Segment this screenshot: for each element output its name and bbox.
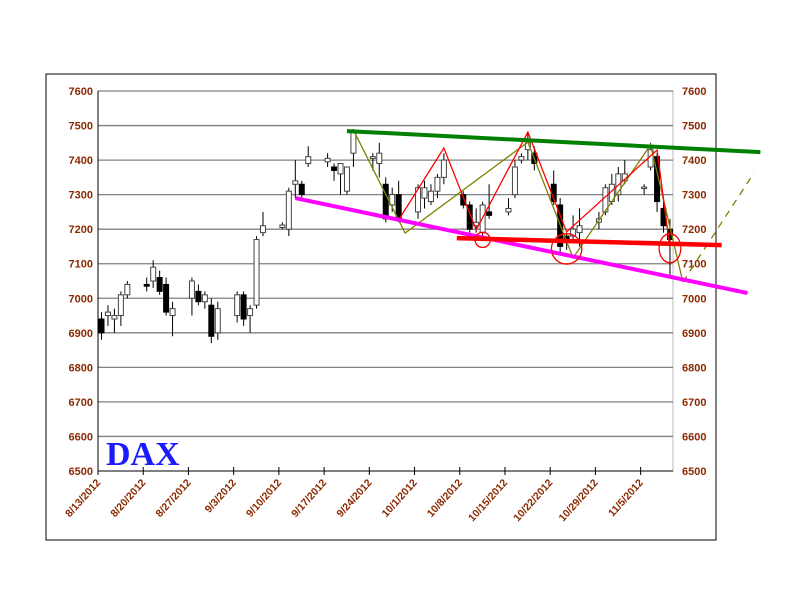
candle-up — [234, 294, 241, 317]
candle-up — [369, 156, 376, 159]
y-tick-label-right: 7200 — [682, 224, 706, 236]
candle-up — [350, 131, 357, 154]
y-tick-label-left: 7300 — [69, 190, 93, 202]
candle-down — [156, 277, 163, 292]
candle-up — [117, 294, 124, 317]
candle-down — [195, 290, 202, 303]
candle-up — [292, 180, 299, 185]
candle-down — [143, 283, 150, 287]
candle-up — [427, 190, 434, 203]
candle-up — [279, 224, 286, 228]
highlight-circle — [658, 233, 682, 264]
candle-up — [434, 176, 441, 192]
y-tick-label-right: 7000 — [682, 293, 706, 305]
olive-dashed-projection — [682, 172, 755, 283]
candle-down — [98, 318, 105, 334]
y-tick-label-left: 6900 — [69, 328, 93, 340]
chart-title: DAX — [106, 436, 180, 473]
y-tick-label-left: 6700 — [69, 397, 93, 409]
y-tick-label-left: 7400 — [69, 155, 93, 167]
candle-down — [163, 283, 170, 313]
highlight-circle — [550, 233, 583, 265]
candle-up — [305, 156, 312, 165]
candle-up — [150, 266, 157, 282]
highlight-circle — [474, 231, 491, 249]
y-tick-label-right: 7400 — [682, 155, 706, 167]
y-tick-label-left: 7100 — [69, 259, 93, 271]
candle-up — [389, 194, 396, 206]
candle-down — [208, 304, 215, 337]
candle-up — [324, 157, 331, 163]
candle-up — [104, 311, 111, 317]
candle-up — [124, 283, 131, 296]
candle-up — [247, 308, 254, 317]
candle-up — [641, 186, 648, 190]
candle-up — [518, 156, 525, 161]
red-zigzag-line — [398, 130, 671, 249]
candle-up — [421, 187, 428, 199]
y-tick-label-left: 7600 — [69, 86, 93, 98]
y-tick-label-left: 7200 — [69, 224, 93, 236]
annotations — [294, 129, 761, 296]
resistance-trendline — [346, 129, 761, 155]
candle-up — [285, 190, 292, 230]
support-trendline — [294, 196, 748, 296]
candle-up — [253, 239, 260, 306]
candle-up — [201, 294, 208, 303]
candle-down — [240, 294, 247, 320]
y-tick-label-right: 7500 — [682, 121, 706, 133]
y-tick-label-right: 7300 — [682, 190, 706, 202]
y-tick-label-left: 7000 — [69, 293, 93, 305]
candle-up — [440, 159, 447, 178]
y-tick-label-right: 6800 — [682, 362, 706, 374]
candle-down — [298, 183, 305, 196]
candle-up — [214, 308, 221, 334]
neckline — [456, 235, 722, 248]
y-tick-label-left: 6800 — [69, 362, 93, 374]
candle-down — [460, 194, 467, 206]
y-tick-label-left: 6500 — [69, 466, 93, 478]
candle-up — [111, 315, 118, 320]
y-tick-label-right: 6700 — [682, 397, 706, 409]
y-tick-label-right: 6900 — [682, 328, 706, 340]
chart-frame — [45, 73, 717, 541]
y-tick-label-right: 7100 — [682, 259, 706, 271]
candle-up — [169, 308, 176, 317]
candle-up — [576, 225, 583, 234]
candle-up — [570, 228, 577, 237]
candle-up — [188, 280, 195, 299]
y-tick-label-right: 6500 — [682, 466, 706, 478]
candle-up — [376, 152, 383, 165]
candle-down — [466, 204, 473, 230]
olive-zigzag-line — [352, 129, 684, 283]
candle-down — [331, 166, 338, 171]
candle-up — [415, 187, 422, 213]
candle-up — [260, 225, 266, 234]
y-tick-label-right: 6600 — [682, 431, 706, 443]
y-tick-label-left: 6600 — [69, 431, 93, 443]
candle-up — [615, 173, 622, 196]
y-tick-label-left: 7500 — [69, 121, 93, 133]
candle-up — [511, 166, 518, 196]
candle-down — [486, 211, 493, 216]
candle-down — [654, 156, 661, 203]
candle-up — [337, 163, 344, 175]
candle-up — [343, 166, 350, 192]
y-tick-label-right: 7600 — [682, 86, 706, 98]
candle-up — [505, 207, 512, 213]
